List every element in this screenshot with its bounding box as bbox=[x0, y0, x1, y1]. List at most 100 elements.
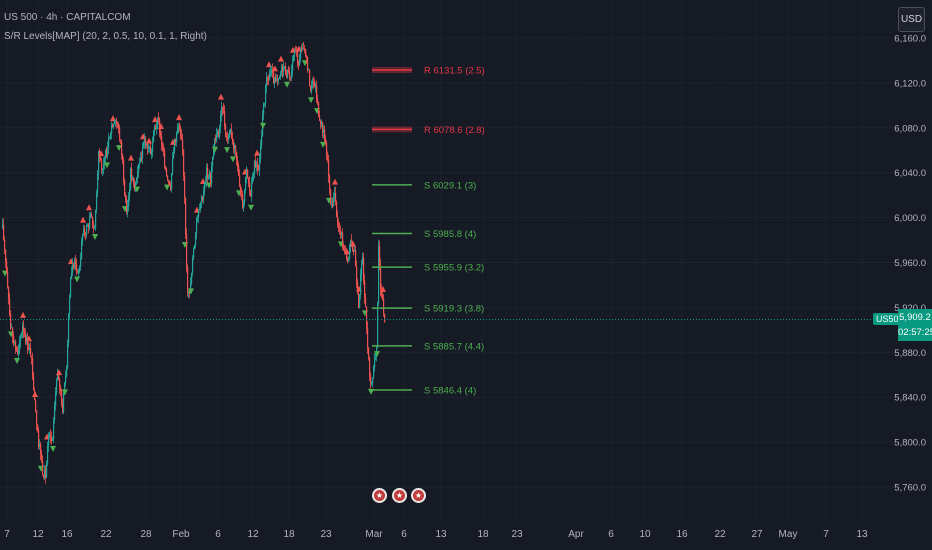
candle-body bbox=[31, 355, 33, 359]
candle-body bbox=[251, 182, 253, 197]
candle-body bbox=[57, 372, 59, 381]
candle-body bbox=[29, 347, 31, 350]
candle-body bbox=[115, 120, 117, 122]
candle-body bbox=[127, 206, 129, 213]
time-tick-label: Apr bbox=[568, 529, 584, 540]
candle-body bbox=[153, 130, 155, 142]
indicator-legend[interactable]: S/R Levels[MAP] (20, 2, 0.5, 10, 0.1, 1,… bbox=[4, 31, 207, 42]
candle-body bbox=[124, 180, 126, 195]
candle-body bbox=[381, 290, 383, 297]
swing-high-marker bbox=[344, 248, 350, 255]
candle-body bbox=[76, 264, 78, 270]
candle-body bbox=[181, 135, 183, 140]
candle-body bbox=[307, 57, 309, 70]
candle-body bbox=[287, 70, 289, 78]
resistance-level-label: R 6078.6 (2.8) bbox=[424, 125, 485, 136]
candle-body bbox=[210, 173, 212, 183]
candle-body bbox=[121, 141, 123, 155]
candle-body bbox=[269, 74, 271, 80]
support-level-label: S 5846.4 (4) bbox=[424, 386, 476, 397]
candle-body bbox=[4, 239, 6, 250]
candle-body bbox=[202, 196, 204, 200]
time-tick-label: 28 bbox=[140, 529, 152, 540]
candle-body bbox=[72, 264, 74, 273]
time-axis[interactable]: 7 12 16 22 28 Feb 6 12 18 23 Mar 6 13 18 23 Apr 6 10 16 22 2… bbox=[4, 529, 868, 540]
candle-body bbox=[239, 174, 241, 187]
candlestick-series bbox=[2, 41, 386, 484]
candle-body bbox=[209, 173, 211, 178]
price-axis[interactable]: 6,160.0 6,120.0 6,080.0 6,040.0 6,000.0 5,960… bbox=[894, 34, 926, 494]
swing-high-marker bbox=[254, 149, 260, 156]
candle-body bbox=[200, 202, 202, 209]
candle-body bbox=[244, 189, 246, 203]
candle-body bbox=[138, 164, 140, 172]
candle-body bbox=[33, 374, 35, 391]
candle-body bbox=[250, 190, 252, 197]
candle-body bbox=[247, 169, 249, 178]
candle-body bbox=[286, 74, 288, 78]
candle-body bbox=[317, 99, 319, 103]
swing-low-marker bbox=[224, 147, 230, 154]
candle-body bbox=[53, 420, 55, 439]
us-flag-icon[interactable]: ★ bbox=[392, 488, 407, 503]
currency-button[interactable]: USD bbox=[898, 7, 925, 32]
time-tick-label: 6 bbox=[215, 529, 221, 540]
swing-high-marker bbox=[56, 369, 62, 376]
candle-body bbox=[74, 260, 76, 269]
candle-body bbox=[297, 52, 299, 63]
candle-body bbox=[213, 149, 215, 158]
candle-body bbox=[46, 462, 48, 478]
candle-body bbox=[30, 347, 32, 356]
candle-body bbox=[156, 127, 158, 129]
time-tick-label: 23 bbox=[320, 529, 332, 540]
candle-body bbox=[340, 231, 342, 235]
candle-body bbox=[89, 218, 91, 228]
candle-body bbox=[343, 244, 345, 251]
candle-body bbox=[11, 327, 13, 329]
candle-body bbox=[32, 358, 34, 375]
bar-countdown: 02:57:25 bbox=[898, 327, 932, 338]
candle-body bbox=[256, 163, 258, 167]
candle-body bbox=[78, 271, 80, 273]
swing-high-marker bbox=[158, 123, 164, 130]
candle-body bbox=[128, 196, 130, 207]
candle-body bbox=[288, 70, 290, 73]
swing-high-marker bbox=[176, 114, 182, 121]
candle-body bbox=[261, 135, 263, 146]
candle-body bbox=[222, 106, 224, 110]
price-tick-label: 6,160.0 bbox=[894, 34, 926, 45]
candle-body bbox=[37, 424, 39, 431]
candle-body bbox=[182, 139, 184, 150]
time-tick-label: 16 bbox=[61, 529, 73, 540]
candle-body bbox=[116, 120, 118, 124]
candle-body bbox=[310, 85, 312, 92]
candle-body bbox=[2, 224, 4, 229]
candle-body bbox=[198, 210, 200, 217]
time-tick-label: 18 bbox=[283, 529, 295, 540]
candle-body bbox=[137, 171, 139, 178]
candle-body bbox=[41, 454, 43, 462]
candle-body bbox=[157, 118, 159, 128]
candle-body bbox=[331, 202, 333, 204]
candle-body bbox=[171, 173, 173, 190]
candle-body bbox=[192, 258, 194, 273]
us-flag-icon[interactable]: ★ bbox=[411, 488, 426, 503]
candle-body bbox=[316, 85, 318, 100]
candle-body bbox=[119, 128, 121, 140]
candle-body bbox=[378, 246, 380, 304]
swing-low-marker bbox=[374, 351, 380, 358]
candle-body bbox=[274, 77, 276, 84]
candle-body bbox=[113, 123, 115, 128]
time-tick-label: 12 bbox=[32, 529, 44, 540]
candle-body bbox=[126, 198, 128, 213]
swing-high-marker bbox=[266, 61, 272, 68]
candle-body bbox=[230, 129, 232, 131]
candle-body bbox=[131, 168, 133, 179]
swing-high-marker bbox=[146, 137, 152, 144]
time-tick-label: 12 bbox=[247, 529, 259, 540]
candle-body bbox=[146, 143, 148, 146]
candle-body bbox=[285, 66, 287, 75]
us-flag-icon[interactable]: ★ bbox=[372, 488, 387, 503]
candle-body bbox=[309, 69, 311, 86]
